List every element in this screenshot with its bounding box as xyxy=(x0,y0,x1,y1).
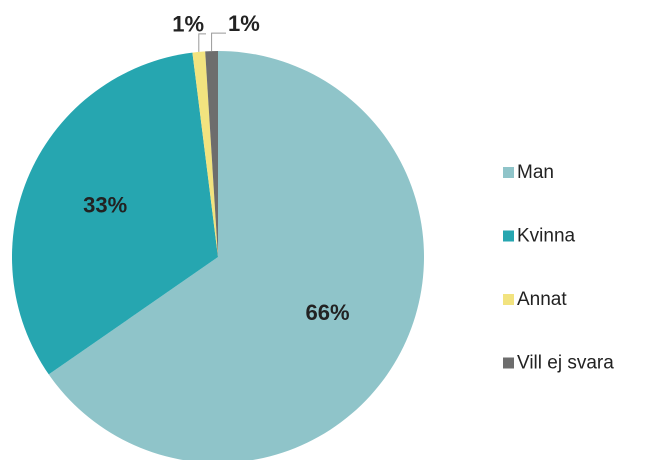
slice-label: 66% xyxy=(305,300,349,325)
pie-slice xyxy=(11,52,219,375)
leader-line xyxy=(211,32,226,52)
pie-slice xyxy=(48,51,424,460)
legend-swatch xyxy=(503,294,514,305)
legend-label: Annat xyxy=(517,289,567,310)
legend-label: Vill ej svara xyxy=(517,353,614,374)
slice-label: 1% xyxy=(228,11,260,36)
pie-slice xyxy=(192,51,218,258)
legend-label: Man xyxy=(517,162,554,183)
slice-label: 1% xyxy=(172,12,204,37)
legend-swatch xyxy=(503,167,514,178)
pie-slice xyxy=(205,51,218,257)
legend-swatch xyxy=(503,357,514,369)
slice-label: 33% xyxy=(83,192,127,217)
leader-line xyxy=(198,33,206,52)
legend-label: Kvinna xyxy=(517,226,576,247)
legend-swatch xyxy=(503,230,514,242)
